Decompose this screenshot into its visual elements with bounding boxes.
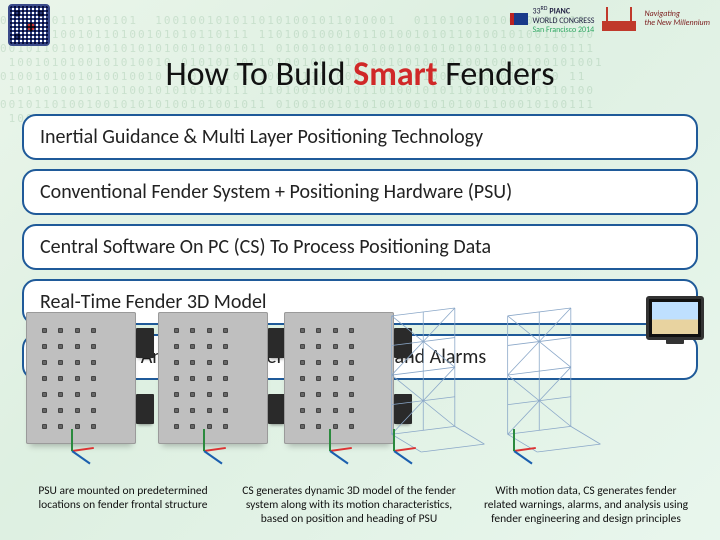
figure-left <box>26 306 278 456</box>
conference-logo: 33RD PIANC WORLD CONGRESS San Francisco … <box>510 4 710 35</box>
caption: CS generates dynamic 3D model of the fen… <box>236 484 462 526</box>
monitor-icon <box>646 296 704 340</box>
title-part-1: How To Build <box>166 54 354 95</box>
axis-gizmo-icon <box>196 424 232 460</box>
caption-row: PSU are mounted on predetermined locatio… <box>0 484 720 526</box>
flag-icon <box>510 13 528 25</box>
header-bar: 33RD PIANC WORLD CONGRESS San Francisco … <box>0 0 720 46</box>
qr-code-icon <box>8 4 50 46</box>
axis-gizmo-icon <box>386 424 422 460</box>
logo-line-3: San Francisco 2014 <box>532 25 594 35</box>
axis-gizmo-icon <box>506 424 542 460</box>
figure-right <box>488 306 704 456</box>
title-part-2: Fenders <box>438 54 555 95</box>
figure-middle <box>284 306 482 456</box>
caption: PSU are mounted on predetermined locatio… <box>28 484 218 526</box>
pianc-badge: 33RD PIANC WORLD CONGRESS San Francisco … <box>510 4 594 35</box>
title-emphasis: Smart <box>353 54 437 95</box>
figure-row <box>26 306 704 456</box>
bullet-item: Central Software On PC (CS) To Process P… <box>22 224 698 270</box>
slide-title: How To Build Smart Fenders <box>0 54 720 95</box>
tagline: Navigating the New Millennium <box>644 10 710 28</box>
caption: With motion data, CS generates fender re… <box>480 484 692 526</box>
axis-gizmo-icon <box>64 424 100 460</box>
axis-gizmo-icon <box>322 424 358 460</box>
bridge-icon <box>602 7 636 31</box>
bullet-item: Inertial Guidance & Multi Layer Position… <box>22 114 698 160</box>
bullet-item: Conventional Fender System + Positioning… <box>22 169 698 215</box>
